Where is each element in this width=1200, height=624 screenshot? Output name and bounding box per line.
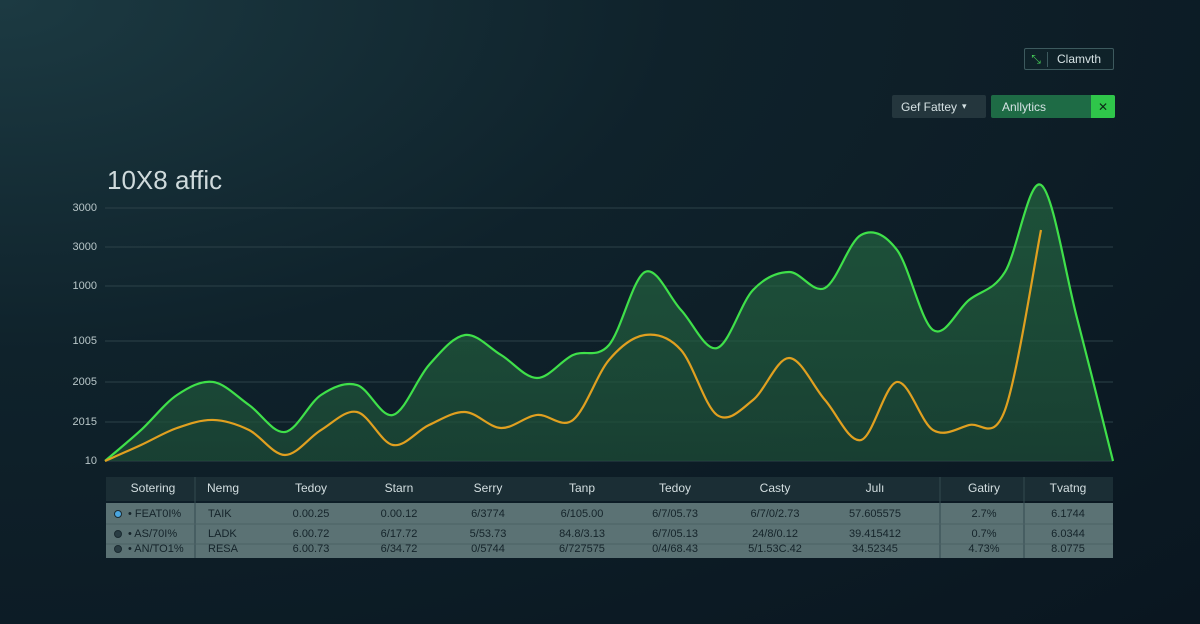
table-cell: RESA	[208, 543, 239, 555]
table-cell: • AS/70I%	[128, 528, 177, 540]
y-tick-label: 1005	[73, 335, 97, 347]
chart-button[interactable]: ⤡ Clamvth	[1024, 48, 1114, 70]
y-tick-label: 3000	[73, 241, 97, 253]
table-cell: 6/7/05.73	[652, 508, 698, 520]
row-radio	[114, 530, 122, 538]
table-cell: 0.00.12	[381, 508, 418, 520]
table-cell: 34.52345	[852, 543, 898, 555]
line	[104, 183, 1115, 462]
line	[104, 229, 1043, 463]
y-tick-label: 3000	[73, 202, 97, 214]
column-header: Tedoy	[659, 481, 691, 495]
table-cell: 6/17.72	[381, 528, 418, 540]
table-cell: 0/4/68.43	[652, 543, 698, 555]
table-cell: 6.00.72	[293, 528, 330, 540]
column-header: Gatiry	[968, 481, 1000, 495]
dropdown-label: Gef Fattey	[901, 99, 958, 114]
table-cell: 84.8/3.13	[559, 528, 605, 540]
row-radio	[114, 510, 122, 518]
column-header: Tedoy	[295, 481, 327, 495]
column-header: Nemg	[207, 481, 239, 495]
column-header: Starn	[385, 481, 414, 495]
column-header: Sotering	[131, 481, 176, 495]
table-cell: 6.00.73	[293, 543, 330, 555]
table-cell: 6/727575	[559, 543, 605, 555]
table-header-bg	[106, 477, 1113, 501]
button-label: Clamvth	[1057, 52, 1102, 66]
table-cell: 8.0775	[1051, 543, 1085, 555]
table-cell: 6/34.72	[381, 543, 418, 555]
column-header: Serry	[474, 481, 503, 495]
y-tick-label: 2005	[73, 376, 97, 388]
row-radio	[114, 545, 122, 553]
table-cell: 24/8/0.12	[752, 528, 798, 540]
table-cell: 6.1744	[1051, 508, 1085, 520]
table-body-bg	[106, 503, 1113, 558]
tab-label: Anllytics	[1002, 99, 1047, 114]
dropdown-caret: ▾	[962, 101, 967, 111]
table-cell: 6/105.00	[561, 508, 604, 520]
analytics-tab[interactable]: Anllytics ✕	[991, 95, 1115, 118]
column-header: Julı	[866, 481, 885, 495]
table-cell: 5/53.73	[470, 528, 507, 540]
table-cell: 0.00.25	[293, 508, 330, 520]
y-tick-label: 1000	[73, 280, 97, 292]
column-header: Casty	[760, 481, 791, 495]
table-cell: 0/5744	[471, 543, 505, 555]
table-cell: 6.0344	[1051, 528, 1085, 540]
close-icon[interactable]: ✕	[1091, 95, 1115, 118]
table-cell: 6/7/05.13	[652, 528, 698, 540]
column-header: Tanp	[569, 481, 595, 495]
y-tick-label: 2015	[73, 416, 97, 428]
area	[105, 184, 1113, 461]
table-cell: TAIK	[208, 508, 232, 520]
table-cell: 6/3774	[471, 508, 505, 520]
table-cell: 6/7/0/2.73	[751, 508, 800, 520]
column-header: Tvatng	[1050, 481, 1087, 495]
table-cell: LADK	[208, 528, 237, 540]
y-tick-label: 10	[85, 455, 97, 467]
table-cell: 39.415412	[849, 528, 901, 540]
table-cell: 5/1.53C.42	[748, 543, 802, 555]
button-icon: ⤡	[1025, 51, 1048, 67]
table-cell: 57.605575	[849, 508, 901, 520]
table-cell: 4.73%	[968, 543, 999, 555]
table-cell: 0.7%	[971, 528, 996, 540]
table-cell: • AN/TO1%	[128, 543, 184, 555]
chart-title: 10X8 affic	[107, 165, 222, 195]
dropdown[interactable]: Gef Fattey ▾	[892, 95, 986, 118]
table-cell: 2.7%	[971, 508, 996, 520]
table-cell: • FEAT0I%	[128, 508, 181, 520]
